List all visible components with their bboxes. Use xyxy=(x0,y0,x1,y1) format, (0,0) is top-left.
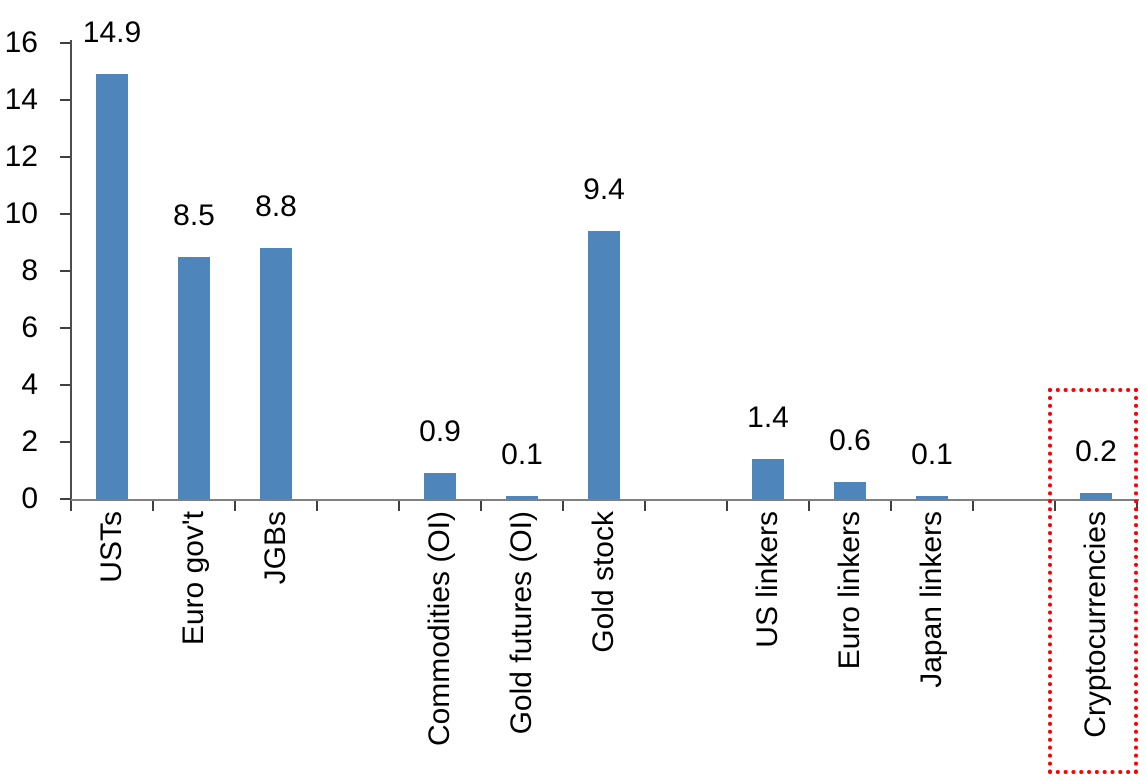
bar-value-label: 9.4 xyxy=(583,173,625,206)
x-axis-tick xyxy=(562,501,564,511)
x-axis-category-label: Gold stock xyxy=(587,511,620,653)
x-axis-tick xyxy=(234,501,236,511)
x-axis-tick xyxy=(972,501,974,511)
y-axis-tick xyxy=(60,99,70,101)
y-axis-tick-label: 0 xyxy=(21,482,38,515)
x-axis-tick xyxy=(808,501,810,511)
bar-cryptocurrencies xyxy=(1080,493,1112,499)
x-axis-tick xyxy=(890,501,892,511)
y-axis-tick-label: 10 xyxy=(4,197,38,230)
x-axis-category-label: Gold futures (OI) xyxy=(505,511,538,735)
x-axis-category-label: Commodities (OI) xyxy=(423,511,456,747)
bar-value-label: 0.1 xyxy=(911,438,953,471)
x-axis-tick xyxy=(398,501,400,511)
bar-value-label: 0.6 xyxy=(829,424,871,457)
y-axis-tick xyxy=(60,384,70,386)
bar-value-label: 8.8 xyxy=(255,190,297,223)
x-axis-category-label: Japan linkers xyxy=(915,511,948,688)
x-axis-category-label: JGBs xyxy=(259,511,292,585)
y-axis-tick-label: 6 xyxy=(21,311,38,344)
y-axis-tick-label: 16 xyxy=(4,26,38,59)
cryptocurrencies-highlight-box xyxy=(1048,388,1138,774)
bar-value-label: 0.1 xyxy=(501,438,543,471)
x-axis-tick xyxy=(152,501,154,511)
x-axis-tick xyxy=(1054,501,1056,511)
bar-gold-stock xyxy=(588,231,620,499)
bar-us-linkers xyxy=(752,459,784,499)
y-axis-tick-label: 2 xyxy=(21,425,38,458)
y-axis-tick-label: 8 xyxy=(21,254,38,287)
y-axis-tick xyxy=(60,156,70,158)
bar-jgbs xyxy=(260,248,292,499)
x-axis-category-label: US linkers xyxy=(751,511,784,648)
x-axis-line xyxy=(71,499,1139,501)
bar-value-label: 8.5 xyxy=(173,199,215,232)
x-axis-category-label: USTs xyxy=(95,511,128,583)
x-axis-tick xyxy=(316,501,318,511)
y-axis-tick-label: 4 xyxy=(21,368,38,401)
x-axis-tick xyxy=(644,501,646,511)
x-axis-category-label: Euro gov't xyxy=(177,511,210,646)
y-axis-tick xyxy=(60,270,70,272)
bar-value-label: 0.2 xyxy=(1075,435,1117,468)
bar-value-label: 14.9 xyxy=(82,16,142,49)
bar-euro-linkers xyxy=(834,482,866,499)
y-axis-tick-label: 12 xyxy=(4,140,38,173)
y-axis-tick xyxy=(60,213,70,215)
bar-value-label: 1.4 xyxy=(747,401,789,434)
bar-usts xyxy=(96,74,128,499)
y-axis-tick xyxy=(60,42,70,44)
x-axis-category-label: Euro linkers xyxy=(833,511,866,670)
bar-gold-futures-oi xyxy=(506,496,538,499)
bar-commodities-oi xyxy=(424,473,456,499)
y-axis-line xyxy=(70,40,72,501)
y-axis-tick-label: 14 xyxy=(4,83,38,116)
y-axis-tick xyxy=(60,498,70,500)
bar-euro-gov-t xyxy=(178,257,210,499)
bar-japan-linkers xyxy=(916,496,948,499)
y-axis-tick xyxy=(60,441,70,443)
y-axis-tick xyxy=(60,327,70,329)
x-axis-tick xyxy=(480,501,482,511)
bar-value-label: 0.9 xyxy=(419,415,461,448)
x-axis-tick xyxy=(70,501,72,511)
x-axis-tick xyxy=(726,501,728,511)
